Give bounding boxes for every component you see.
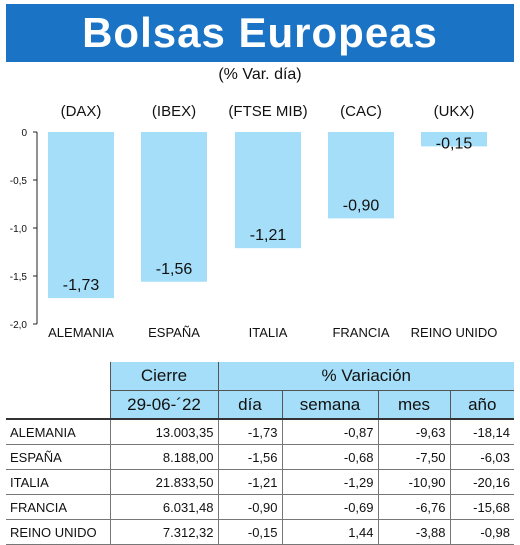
table-row: ITALIA 21.833,50 -1,21 -1,29 -10,90 -20,16 <box>6 469 515 495</box>
row-semana: -0,87 <box>281 419 378 445</box>
y-tick-label: 0 <box>21 128 27 139</box>
x-tick-label: ITALIA <box>249 325 288 340</box>
header-dia: día <box>217 390 282 420</box>
bar <box>141 132 207 282</box>
y-tick-label: -1,5 <box>10 272 28 283</box>
index-label: (CAC) <box>340 103 382 120</box>
row-ano: -20,16 <box>449 469 515 495</box>
x-tick-label: ALEMANIA <box>48 325 114 340</box>
row-semana: -0,68 <box>281 444 378 470</box>
row-cierre: 6.031,48 <box>109 494 218 520</box>
table-row: REINO UNIDO 7.312,32 -0,15 1,44 -3,88 -0,98 <box>6 519 515 545</box>
row-mes: -9,63 <box>377 419 450 445</box>
x-tick-label: FRANCIA <box>332 325 389 340</box>
row-dia: -0,15 <box>217 519 282 545</box>
row-mes: -6,76 <box>377 494 450 520</box>
header-blank-2 <box>6 390 110 420</box>
table-header-row-2: 29-06-´22 día semana mes año <box>6 390 515 420</box>
row-cierre: 7.312,32 <box>109 519 218 545</box>
row-semana: -0,69 <box>281 494 378 520</box>
index-label: (DAX) <box>61 103 102 120</box>
row-name: FRANCIA <box>6 494 110 520</box>
row-ano: -0,98 <box>449 519 515 545</box>
row-ano: -6,03 <box>449 444 515 470</box>
header-semana: semana <box>281 390 378 420</box>
header-cierre: Cierre <box>109 362 218 391</box>
index-label: (FTSE MIB) <box>228 103 307 120</box>
row-name: ITALIA <box>6 469 110 495</box>
x-tick-label: ESPAÑA <box>148 325 200 340</box>
data-label: -1,21 <box>250 227 287 244</box>
data-label: -0,15 <box>436 135 473 152</box>
y-tick-label: -0,5 <box>10 176 28 187</box>
header-mes: mes <box>377 390 450 420</box>
table-row: ESPAÑA 8.188,00 -1,56 -0,68 -7,50 -6,03 <box>6 444 515 470</box>
chart-subtitle: (% Var. día) <box>218 66 302 83</box>
bar <box>328 132 394 219</box>
y-tick-label: -1,0 <box>10 224 28 235</box>
bar <box>421 132 487 147</box>
row-cierre: 21.833,50 <box>109 469 218 495</box>
row-name: REINO UNIDO <box>6 519 110 545</box>
row-semana: -1,29 <box>281 469 378 495</box>
row-semana: 1,44 <box>281 519 378 545</box>
row-ano: -15,68 <box>449 494 515 520</box>
data-label: -0,90 <box>343 197 380 214</box>
index-label: (UKX) <box>434 103 475 120</box>
header-date: 29-06-´22 <box>109 390 218 420</box>
row-ano: -18,14 <box>449 419 515 445</box>
row-mes: -3,88 <box>377 519 450 545</box>
row-mes: -7,50 <box>377 444 450 470</box>
header-variacion: % Variación <box>217 362 515 391</box>
bar <box>48 132 114 299</box>
row-name: ALEMANIA <box>6 419 110 445</box>
bar <box>235 132 301 249</box>
table-row: FRANCIA 6.031,48 -0,90 -0,69 -6,76 -15,68 <box>6 494 515 520</box>
table-row: ALEMANIA 13.003,35 -1,73 -0,87 -9,63 -18,14 <box>6 419 515 445</box>
header-ano: año <box>449 390 515 420</box>
row-cierre: 13.003,35 <box>109 419 218 445</box>
row-dia: -1,21 <box>217 469 282 495</box>
table-header-row-1: Cierre % Variación <box>6 362 515 391</box>
data-label: -1,56 <box>156 261 193 278</box>
x-tick-label: REINO UNIDO <box>411 325 498 340</box>
row-dia: -1,73 <box>217 419 282 445</box>
data-label: -1,73 <box>63 277 100 294</box>
row-name: ESPAÑA <box>6 444 110 470</box>
bar-chart: 0 -0,5 -1,0 -1,5 -2,0 (DAX) -1,73 ALEMANIA (IBEX… <box>10 103 498 340</box>
row-dia: -0,90 <box>217 494 282 520</box>
row-cierre: 8.188,00 <box>109 444 218 470</box>
chart-title: Bolsas Europeas <box>82 9 438 56</box>
y-tick-label: -2,0 <box>10 320 28 331</box>
title-banner: Bolsas Europeas <box>6 4 514 62</box>
index-label: (IBEX) <box>152 103 196 120</box>
row-dia: -1,56 <box>217 444 282 470</box>
row-mes: -10,90 <box>377 469 450 495</box>
data-table: Cierre % Variación 29-06-´22 día semana … <box>6 362 515 545</box>
header-blank <box>6 362 110 391</box>
